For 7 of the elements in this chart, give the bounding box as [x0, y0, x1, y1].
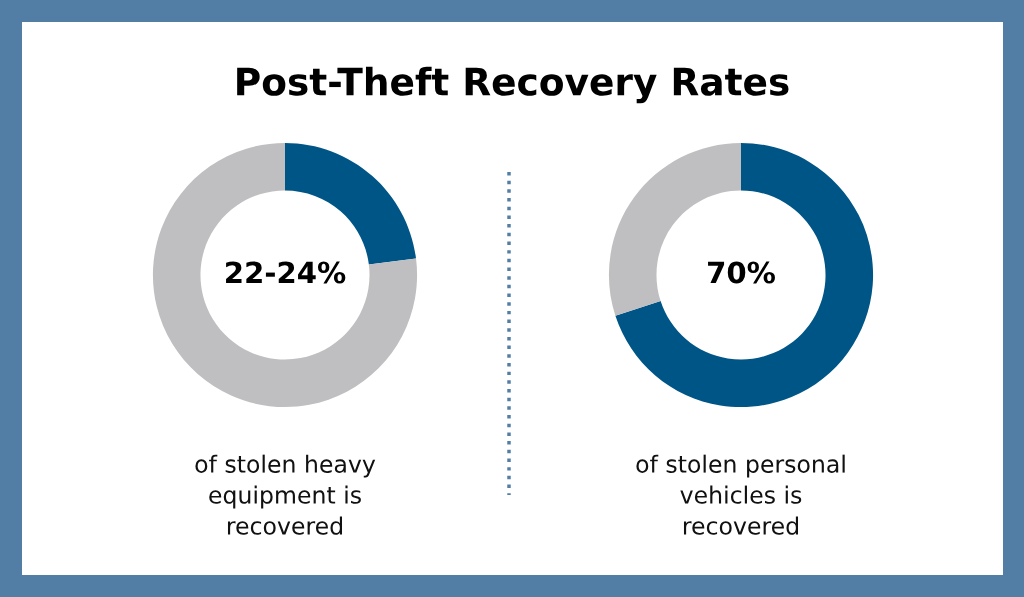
text: of stolen personal vehicles is recovered	[636, 454, 845, 535]
donut-slice	[615, 142, 874, 408]
text: 70%	[708, 261, 775, 284]
donut-slice	[152, 142, 418, 408]
text: 22-24%	[226, 261, 346, 284]
text: of stolen heavy equipment is recovered	[195, 454, 376, 535]
text: Post-Theft Recovery Rates	[237, 66, 789, 104]
